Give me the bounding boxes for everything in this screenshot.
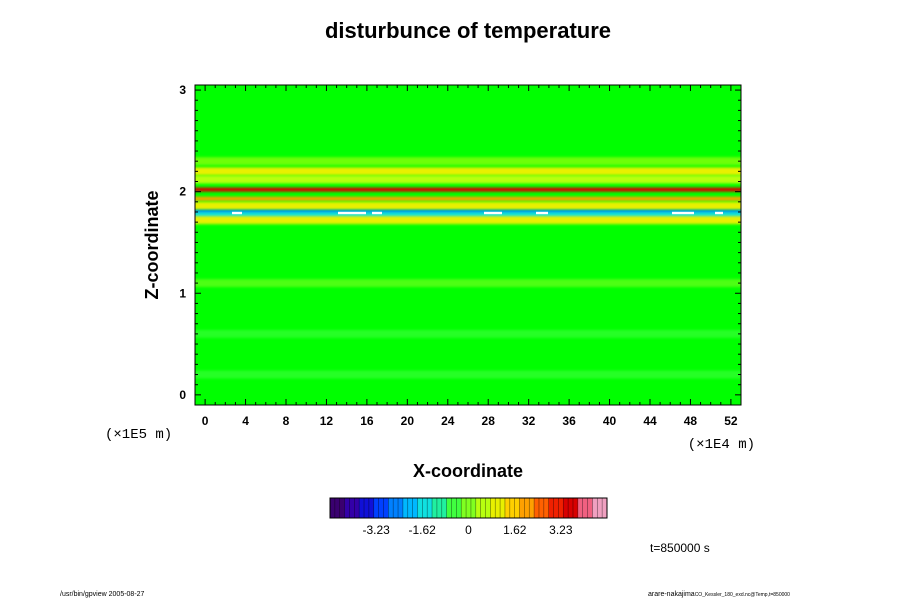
- field-band: [195, 212, 741, 221]
- footer-right-sub: CO_Kessler_180_exd.nc@Temp,t=850000: [695, 592, 790, 598]
- field-band: [195, 196, 741, 201]
- footer-left: /usr/bin/gpview 2005-08-27: [60, 591, 145, 598]
- footer-right-main: arare-nakajima: [648, 591, 695, 598]
- field-band: [195, 216, 741, 225]
- x-tick-label: 52: [724, 414, 738, 428]
- field-speck: [338, 211, 366, 215]
- plot-area: [195, 85, 741, 405]
- y-axis-label: Z-coordinate: [142, 190, 162, 299]
- field-speck: [536, 211, 548, 215]
- y-tick-label: 1: [179, 286, 186, 300]
- plot-background: [195, 85, 741, 405]
- field-band: [195, 175, 741, 184]
- x-tick-label: 0: [202, 414, 209, 428]
- colorbar-segment: [475, 498, 491, 518]
- chart-title: disturbunce of temperature: [325, 18, 611, 43]
- field-speck: [372, 211, 382, 215]
- x-tick-label: 40: [603, 414, 617, 428]
- x-tick-label: 8: [283, 414, 290, 428]
- field-band: [195, 187, 741, 192]
- colorbar-segment: [534, 498, 549, 518]
- colorbar-segment: [548, 498, 564, 518]
- colorbar-segment: [490, 498, 506, 518]
- field-speck: [715, 211, 723, 215]
- x-axis-unit: (×1E4 m): [688, 437, 755, 453]
- colorbar-segment: [388, 498, 404, 518]
- footer-right: arare-nakajimaCO_Kessler_180_exd.nc@Temp…: [648, 591, 790, 598]
- field-speck: [232, 211, 242, 215]
- colorbar-segment: [461, 498, 477, 518]
- colorbar-segment: [432, 498, 447, 518]
- field-band: [195, 279, 741, 288]
- colorbar-tick-label: 0: [465, 523, 472, 537]
- field-band: [195, 209, 741, 214]
- x-axis: 0 4 8 12 16 20 24 28 32 36 40 44 48 52: [194, 85, 742, 428]
- x-tick-label: 44: [643, 414, 657, 428]
- field-speck: [484, 211, 502, 215]
- y-axis: 0 1 2 3: [179, 83, 741, 406]
- colorbar-tick-label: -1.62: [409, 523, 437, 537]
- colorbar: -3.23 -1.62 0 1.62 3.23: [329, 497, 608, 537]
- field-band: [195, 157, 741, 166]
- x-tick-label: 48: [684, 414, 698, 428]
- colorbar-frame: [329, 497, 608, 519]
- time-label: t=850000 s: [650, 541, 710, 555]
- colorbar-segment: [402, 498, 418, 518]
- colorbar-segment: [344, 498, 360, 518]
- x-axis-label: X-coordinate: [413, 461, 523, 481]
- colorbar-segment: [519, 498, 535, 518]
- colorbar-tick-label: -3.23: [362, 523, 390, 537]
- field-band: [195, 370, 741, 379]
- x-tick-label: 20: [401, 414, 415, 428]
- field-speck: [672, 211, 694, 215]
- colorbar-segment: [373, 498, 389, 518]
- colorbar-segment: [504, 498, 520, 518]
- colorbar-segment: [330, 498, 345, 518]
- colorbar-segment: [592, 498, 608, 518]
- colorbar-tick-label: 1.62: [503, 523, 527, 537]
- colorbar-segment: [577, 498, 593, 518]
- x-tick-label: 16: [360, 414, 374, 428]
- y-tick-label: 3: [179, 83, 186, 97]
- colorbar-segment: [563, 498, 579, 518]
- field-band: [195, 201, 741, 210]
- x-tick-label: 28: [482, 414, 496, 428]
- y-tick-label: 0: [179, 388, 186, 402]
- x-tick-label: 4: [242, 414, 249, 428]
- colorbar-segment: [359, 498, 375, 518]
- field-band: [195, 167, 741, 176]
- field-band: [195, 329, 741, 338]
- x-tick-label: 32: [522, 414, 536, 428]
- x-tick-label: 36: [562, 414, 576, 428]
- y-axis-unit: (×1E5 m): [105, 427, 172, 443]
- x-tick-label: 12: [320, 414, 334, 428]
- colorbar-tick-label: 3.23: [549, 523, 573, 537]
- colorbar-segment: [446, 498, 462, 518]
- colorbar-segment: [417, 498, 433, 518]
- y-tick-label: 2: [179, 185, 186, 199]
- x-tick-label: 24: [441, 414, 455, 428]
